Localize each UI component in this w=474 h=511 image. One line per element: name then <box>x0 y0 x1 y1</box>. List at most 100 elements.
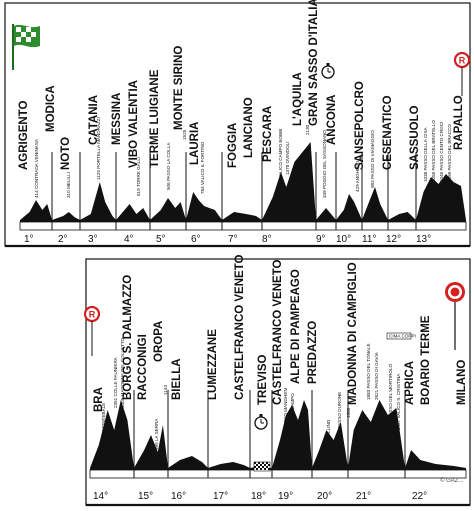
stage-number: 2° <box>58 234 68 245</box>
city-label: NOTO <box>60 137 72 170</box>
city-label: BIELLA <box>171 358 183 400</box>
pass-label: 1000 PASSO DURONE <box>337 392 342 440</box>
stage-number: 10° <box>336 234 351 245</box>
stage-number: 5° <box>156 234 166 245</box>
profile-baseline <box>89 469 467 479</box>
city-label: TREVISO <box>257 354 269 405</box>
city-label: SANSEPOLCRO <box>354 81 366 170</box>
pass-label: 339 POGGIO DEL SASSONANO <box>322 130 327 198</box>
stage-number: 13° <box>416 234 431 245</box>
pass-label: 1378 OVINDOLI <box>285 142 290 175</box>
stage-number: 7° <box>228 234 238 245</box>
city-label: GRAN SASSO D'ITALIA <box>308 0 320 126</box>
stage-number: 12° <box>386 234 401 245</box>
cima-coppi-badge: CIMA COPPI <box>386 332 416 340</box>
stage-profile <box>80 182 116 222</box>
time-trial-checkered-block <box>253 461 271 472</box>
pass-label: 1525 <box>182 129 187 140</box>
top-pass-labels: 414 CONTRADA VENINASA 310 MELILLI 1125 P… <box>34 117 452 198</box>
bottom-city-labels: BRA BORGO S. DALMAZZO RACCONIGI OROPA BI… <box>93 254 468 412</box>
pass-label: 1144 <box>163 385 168 395</box>
city-label: MADONNA DI CAMPIGLIO <box>347 262 359 405</box>
rest-day-r-icon: R <box>453 51 471 96</box>
pass-label: 1038 PASSO DELLA CISA <box>423 126 428 182</box>
pass-label: 1125 PORTELLA MANDRAZZI <box>96 117 101 180</box>
stage-profile <box>116 204 150 222</box>
pass-label: 1305 MADONNA DEL COLLETTO <box>120 337 125 408</box>
pass-label: 2047 PASSO MANGHEN <box>283 388 288 440</box>
stage-number: 16° <box>171 491 186 502</box>
rest-day-r-icon: R <box>83 305 101 356</box>
stage-number: 1° <box>24 234 34 245</box>
profile-baseline <box>19 221 467 231</box>
stage-profile <box>388 212 416 222</box>
stopwatch-icon <box>321 63 335 79</box>
stage-profile <box>90 400 134 470</box>
pass-label: 1883 PASSO DEL TONALE <box>366 343 371 400</box>
stage-profile <box>208 462 250 470</box>
city-label: TERME LUIGIANE <box>149 69 161 168</box>
stage-profile <box>272 400 312 470</box>
stage-profile <box>405 450 466 470</box>
top-panel: R AGRIGENTO MODICA NOTO CATANIA MESSINA … <box>4 0 471 248</box>
stage-profile <box>362 187 388 222</box>
city-label: APRICA <box>404 361 416 405</box>
pass-label: 1055 PASSO DEL BRATELLO <box>431 120 436 182</box>
city-label: FOGGIA <box>227 123 239 168</box>
pass-label: 2351 COLLE FAUNIERA <box>113 356 118 408</box>
city-label: MODICA <box>45 85 57 132</box>
pass-label: 784 VALICO IL FORTINO <box>200 141 205 194</box>
city-label: OROPA <box>153 321 165 362</box>
city-label: BOARIO TERME <box>420 315 432 405</box>
stage-number: 3° <box>88 234 98 245</box>
stage-number: 18° <box>251 491 266 502</box>
city-label: RAPALLO <box>453 95 465 150</box>
stage-number: 19° <box>278 491 293 502</box>
stage-number: 21° <box>356 491 371 502</box>
pass-label: 1427 CIMA DI CAMPO <box>290 393 295 440</box>
city-label: VIBO VALENTIA <box>128 80 140 168</box>
city-label: PREDAZZO <box>307 321 319 384</box>
city-label: PESCARA <box>262 106 274 162</box>
pass-label: 1045 PASSO CENTO CROCI <box>439 122 444 182</box>
city-label: MONTE SIRINO <box>173 46 185 130</box>
city-label: BORGO S. DALMAZZO <box>122 275 134 400</box>
stage-profile <box>134 425 168 470</box>
stage-number: 6° <box>191 234 201 245</box>
city-label: SASSUOLO <box>409 105 421 170</box>
top-stage-numbers: 1° 2° 3° 4° 5° 6° 7° 8° 9° 10° 11° 12° 1… <box>24 234 431 245</box>
stopwatch-icon <box>254 414 268 430</box>
pass-label: 755 BALLINO <box>326 419 331 448</box>
stage-number: 11° <box>362 234 376 245</box>
city-label: CATANIA <box>88 95 100 145</box>
watermark: © GAZ... <box>440 477 464 484</box>
stage-profile <box>222 212 262 222</box>
stage-number: 8° <box>262 234 272 245</box>
top-profile-silhouettes <box>19 142 467 231</box>
stage-profile <box>150 198 186 222</box>
stage-number: 17° <box>213 491 228 502</box>
city-label: MILANO <box>456 360 468 405</box>
bottom-stage-numbers: 14° 15° 16° 17° 18° 19° 20° 21° 22° <box>93 491 427 502</box>
pass-label: 983 PASSO DI VIAMAGGIO <box>370 130 375 188</box>
stage-number: 22° <box>412 491 427 502</box>
stage-profile <box>186 192 222 222</box>
city-label: MESSINA <box>111 93 123 145</box>
stage-profile <box>312 422 348 470</box>
stage-profile <box>316 208 336 222</box>
pass-label: 429 ANGHIARI <box>355 161 360 192</box>
stage-number: 9° <box>316 234 326 245</box>
finish-target-icon <box>445 282 465 350</box>
city-label: CESENATICO <box>382 95 394 170</box>
pass-label: 1580 <box>346 407 351 418</box>
pass-label: 1427 VALICO S. CRISTINA <box>396 373 401 430</box>
city-label: RACCONIGI <box>137 334 149 400</box>
pass-label: 506 PASSO LA COLLA <box>166 142 171 190</box>
stage-number: 20° <box>317 491 332 502</box>
stage-number: 15° <box>138 491 153 502</box>
pass-label: 931 MONTEBALE <box>101 403 106 440</box>
bottom-pass-labels: 931 MONTEBALE 2351 COLLE FAUNIERA 1305 M… <box>101 337 401 450</box>
city-label: ANCONA <box>326 95 338 145</box>
city-label: BRA <box>93 387 105 412</box>
pass-label: 2621 PASSO DI GAVIA <box>374 351 379 400</box>
